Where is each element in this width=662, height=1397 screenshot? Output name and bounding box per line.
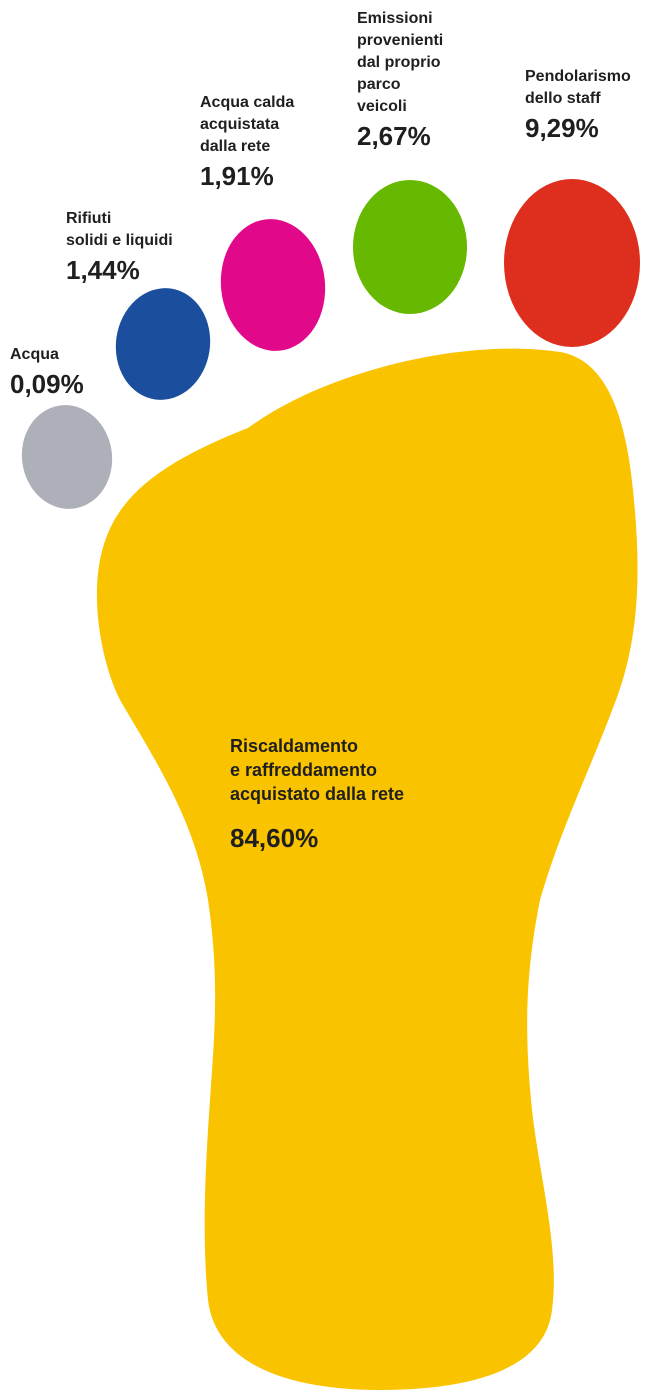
slice-toe-acqua: [21, 405, 113, 509]
slice-value: 9,29%: [525, 113, 599, 143]
label-emissioni: Emissioni provenienti dal proprio parco …: [357, 8, 443, 152]
slice-label: Emissioni provenienti dal proprio parco …: [357, 10, 444, 115]
slice-label: Acqua calda acquistata dalla rete: [200, 94, 295, 155]
label-pendolarismo: Pendolarismo dello staff 9,29%: [525, 66, 631, 144]
slice-toe-pendolarismo: [504, 179, 640, 347]
slice-toe-emissioni: [353, 180, 467, 314]
slice-label: Acqua: [10, 346, 59, 363]
slice-value: 0,09%: [10, 369, 84, 399]
slice-value: 1,91%: [200, 161, 274, 191]
slice-toe-acqua-calda: [220, 219, 326, 351]
slice-value: 2,67%: [357, 121, 431, 151]
slice-value: 84,60%: [230, 823, 319, 853]
label-acqua-calda: Acqua calda acquistata dalla rete 1,91%: [200, 92, 294, 192]
label-riscaldamento: Riscaldamento e raffreddamento acquistat…: [230, 734, 404, 854]
slice-toe-rifiuti: [115, 288, 211, 400]
slice-sole: [96, 348, 638, 1390]
label-rifiuti: Rifiuti solidi e liquidi 1,44%: [66, 208, 173, 286]
slice-value: 1,44%: [66, 255, 140, 285]
slice-label: Rifiuti solidi e liquidi: [66, 210, 173, 249]
slice-label: Pendolarismo dello staff: [525, 68, 631, 107]
label-acqua: Acqua 0,09%: [10, 344, 84, 400]
slice-label: Riscaldamento e raffreddamento acquistat…: [230, 736, 405, 804]
